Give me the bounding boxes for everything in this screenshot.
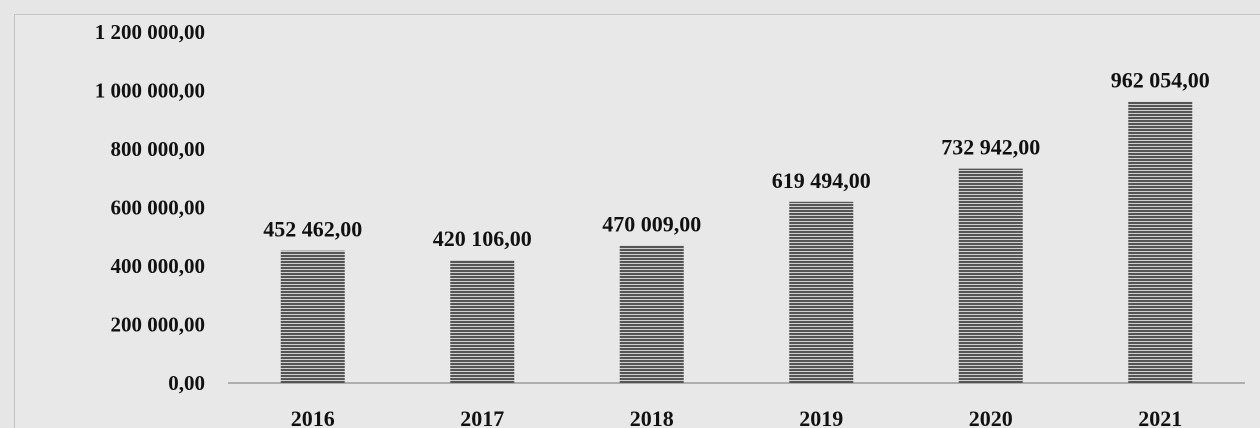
bar <box>1128 101 1193 383</box>
data-label: 732 942,00 <box>941 135 1040 160</box>
bars <box>280 101 1193 383</box>
y-tick-label: 1 200 000,00 <box>95 20 205 44</box>
x-tick-label: 2017 <box>460 406 504 428</box>
y-tick-label: 1 000 000,00 <box>95 79 205 103</box>
y-tick-label: 600 000,00 <box>111 196 206 220</box>
bar <box>450 260 515 383</box>
bar <box>619 245 684 383</box>
x-tick-label: 2021 <box>1138 406 1182 428</box>
y-tick-label: 400 000,00 <box>111 254 206 278</box>
y-tick-label: 800 000,00 <box>111 137 206 161</box>
bar <box>280 250 345 383</box>
bar <box>789 201 854 383</box>
bar <box>958 168 1023 383</box>
data-label: 470 009,00 <box>602 212 701 237</box>
y-axis-labels: 0,00 200 000,00 400 000,00 600 000,00 800 00… <box>95 20 205 395</box>
x-tick-label: 2019 <box>799 406 843 428</box>
y-tick-label: 0,00 <box>168 371 205 395</box>
data-label: 619 494,00 <box>772 168 871 193</box>
data-label: 452 462,00 <box>263 217 362 242</box>
data-labels: 452 462,00 420 106,00 470 009,00 619 494,00… <box>263 68 1210 252</box>
data-label: 420 106,00 <box>433 226 532 251</box>
x-tick-label: 2020 <box>969 406 1013 428</box>
x-tick-label: 2016 <box>291 406 335 428</box>
x-axis-labels: 2016 2017 2018 2019 2020 2021 <box>291 406 1183 428</box>
y-tick-label: 200 000,00 <box>111 313 206 337</box>
x-tick-label: 2018 <box>630 406 674 428</box>
data-label: 962 054,00 <box>1111 68 1210 93</box>
